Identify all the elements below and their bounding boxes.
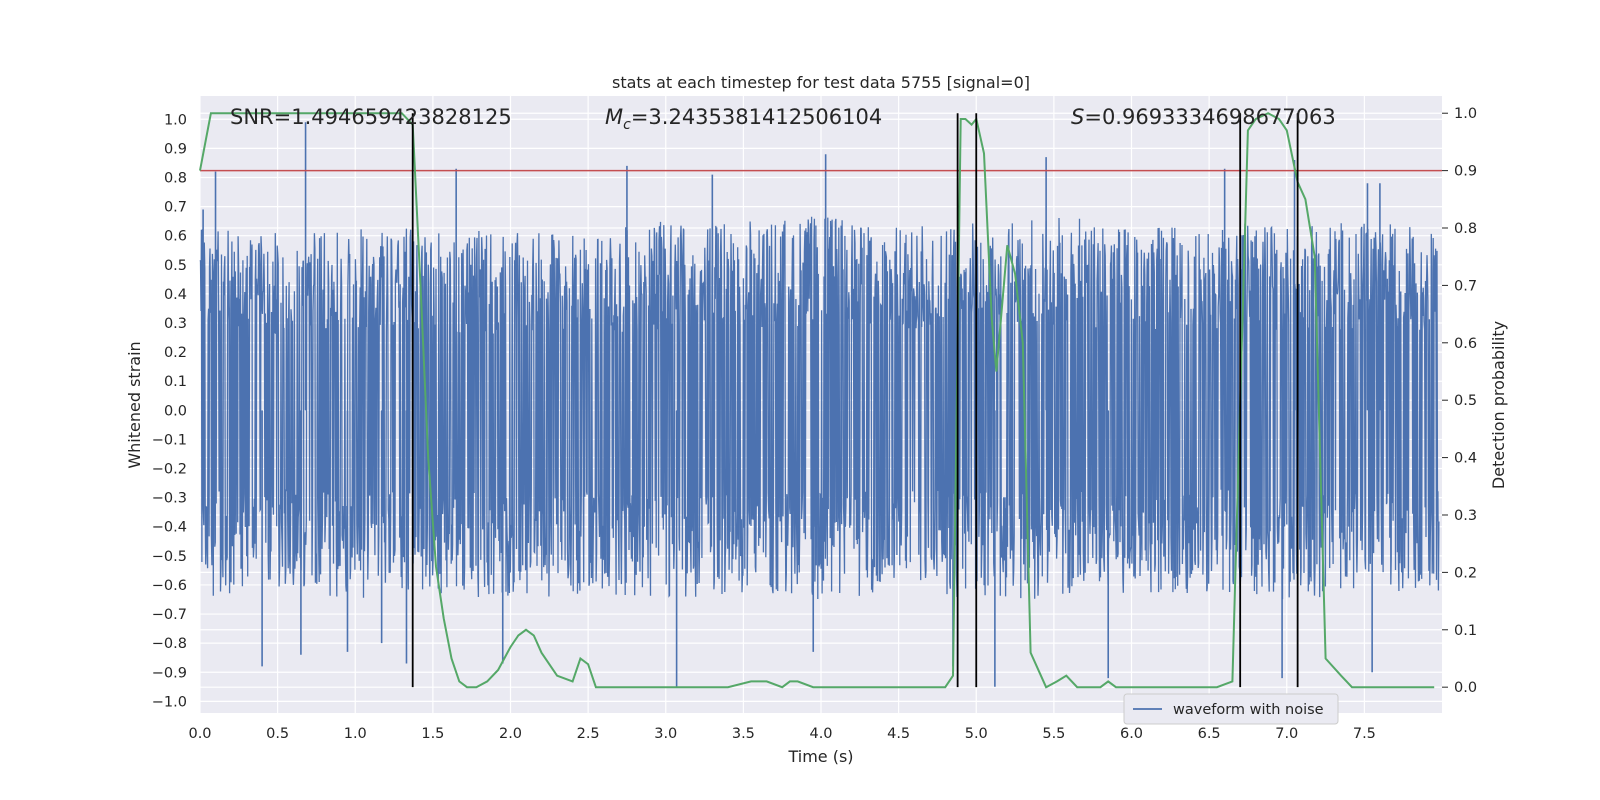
y-right-tick-label: 0.6	[1454, 336, 1477, 352]
y-left-tick-label: −1.0	[152, 694, 187, 710]
y-left-tick-label: 0.5	[164, 258, 187, 274]
chart-title: stats at each timestep for test data 575…	[612, 73, 1030, 92]
legend-label-waveform: waveform with noise	[1173, 702, 1324, 718]
x-tick-label: 7.5	[1353, 726, 1376, 742]
y-left-tick-label: −0.2	[152, 462, 187, 478]
probability-series	[199, 112, 1435, 689]
y-left-tick-label: 0.9	[164, 141, 187, 157]
y-left-tick-label: −0.8	[152, 636, 187, 652]
y-right-tick-label: 0.1	[1454, 623, 1477, 639]
x-tick-label: 1.0	[344, 726, 367, 742]
y-left-tick-label: −0.5	[152, 549, 187, 565]
y-left-tick-label: 1.0	[164, 112, 187, 128]
s-value: =0.9693334698677063	[1084, 105, 1335, 129]
y-left-tick-label: −0.4	[152, 520, 187, 536]
x-tick-label: 0.5	[266, 726, 289, 742]
x-tick-label: 1.5	[421, 726, 444, 742]
y-left-tick-label: 0.3	[164, 316, 187, 332]
x-tick-label: 7.0	[1275, 726, 1298, 742]
y-left-tick-label: 0.2	[164, 345, 187, 361]
x-tick-label: 2.5	[577, 726, 600, 742]
y-left-tick-label: 0.6	[164, 229, 187, 245]
y-left-tick-labels: 1.0 0.9 0.8 0.7 0.6 0.5 0.4 0.3 0.2 0.1 0.0 −0.1 −0.…	[152, 112, 187, 710]
chirp-mass-value: =3.2435381412506104	[631, 105, 882, 129]
y-right-tick-label: 1.0	[1454, 106, 1477, 122]
y-right-tick-label: 0.3	[1454, 508, 1477, 524]
y-right-tick-label: 0.0	[1454, 680, 1477, 696]
x-tick-label: 3.5	[732, 726, 755, 742]
y-right-tick-labels: 1.0 0.9 0.8 0.7 0.6 0.5 0.4 0.3 0.2 0.1 0.0	[1442, 106, 1477, 696]
detection-markers	[411, 113, 1299, 688]
x-axis-label: Time (s)	[787, 747, 853, 766]
y-left-tick-label: −0.3	[152, 491, 187, 507]
y-left-tick-label: 0.0	[164, 403, 187, 419]
s-annotation: S=0.9693334698677063	[1071, 105, 1336, 129]
y-left-tick-label: 0.1	[164, 374, 187, 390]
y-right-tick-label: 0.9	[1454, 164, 1477, 180]
snr-annotation: SNR=1.494659423828125	[230, 105, 512, 129]
chirp-mass-annotation: Mc=3.2435381412506104	[605, 105, 882, 133]
y-left-tick-label: 0.4	[164, 287, 187, 303]
y-left-tick-label: −0.9	[152, 665, 187, 681]
x-tick-label: 5.5	[1042, 726, 1065, 742]
y-left-tick-label: −0.1	[152, 432, 187, 448]
probability-line	[199, 112, 1435, 689]
y-left-tick-label: −0.6	[152, 578, 187, 594]
waveform-series	[199, 122, 1440, 687]
legend-box	[1123, 693, 1339, 725]
x-tick-label: 2.0	[499, 726, 522, 742]
x-tick-label: 4.0	[809, 726, 832, 742]
x-tick-labels: 0.0 0.5 1.0 1.5 2.0 2.5 3.0 3.5 4.0 4.5 5.0 5.5 6.0 6…	[188, 726, 1375, 742]
y-right-tick-label: 0.4	[1454, 451, 1477, 467]
x-tick-label: 5.0	[965, 726, 988, 742]
y-right-tick-label: 0.2	[1454, 565, 1477, 581]
y-right-tick-label: 0.8	[1454, 221, 1477, 237]
y-right-tick-label: 0.5	[1454, 393, 1477, 409]
s-symbol: S	[1071, 105, 1084, 129]
legend: waveform with noise	[1123, 693, 1339, 725]
y-left-axis-label: Whitened strain	[125, 341, 144, 468]
x-tick-label: 3.0	[654, 726, 677, 742]
y-left-tick-label: 0.7	[164, 200, 187, 216]
x-tick-label: 6.5	[1198, 726, 1221, 742]
x-tick-label: 4.5	[887, 726, 910, 742]
chirp-mass-symbol: M	[605, 105, 623, 129]
y-left-tick-label: −0.7	[152, 607, 187, 623]
x-tick-label: 0.0	[188, 726, 211, 742]
y-left-tick-label: 0.8	[164, 170, 187, 186]
chirp-mass-subscript: c	[623, 117, 631, 133]
y-right-axis-label: Detection probability	[1489, 321, 1508, 489]
waveform-line	[199, 216, 1440, 600]
x-tick-label: 6.0	[1120, 726, 1143, 742]
y-right-tick-label: 0.7	[1454, 278, 1477, 294]
